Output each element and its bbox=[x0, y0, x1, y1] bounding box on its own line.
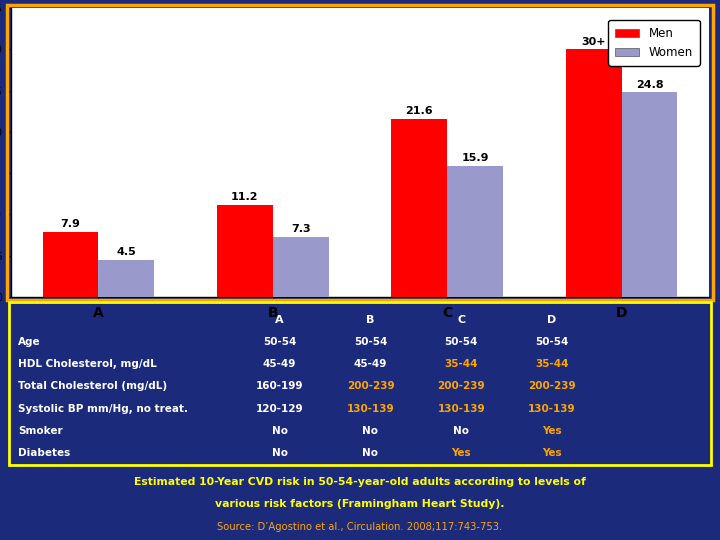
Bar bbox=[42, 232, 99, 297]
Text: C: C bbox=[457, 315, 465, 325]
Text: 50-54: 50-54 bbox=[444, 337, 478, 347]
Bar bbox=[99, 260, 154, 297]
Text: 7.3: 7.3 bbox=[291, 224, 310, 234]
Text: 4.5: 4.5 bbox=[117, 247, 136, 258]
Text: 24.8: 24.8 bbox=[636, 80, 663, 90]
Text: 15.9: 15.9 bbox=[462, 153, 489, 163]
Text: Age: Age bbox=[18, 337, 40, 347]
Bar bbox=[566, 49, 621, 297]
Text: A: A bbox=[275, 315, 284, 325]
Bar bbox=[621, 92, 678, 297]
Text: Estimated 10-Year CVD risk in 50-54-year-old adults according to levels of: Estimated 10-Year CVD risk in 50-54-year… bbox=[134, 477, 586, 487]
Text: 50-54: 50-54 bbox=[263, 337, 297, 347]
Text: 11.2: 11.2 bbox=[231, 192, 258, 202]
Text: No: No bbox=[454, 426, 469, 436]
Text: Smoker: Smoker bbox=[18, 426, 63, 436]
Text: No: No bbox=[271, 426, 288, 436]
Text: Source: D’Agostino et al., Circulation. 2008;117:743-753.: Source: D’Agostino et al., Circulation. … bbox=[217, 522, 503, 532]
Text: Systolic BP mm/Hg, no treat.: Systolic BP mm/Hg, no treat. bbox=[18, 403, 188, 414]
Text: 130-139: 130-139 bbox=[528, 403, 576, 414]
Text: Yes: Yes bbox=[542, 426, 562, 436]
Text: 120-129: 120-129 bbox=[256, 403, 304, 414]
Text: 130-139: 130-139 bbox=[346, 403, 395, 414]
Text: various risk factors (Framingham Heart Study).: various risk factors (Framingham Heart S… bbox=[215, 499, 505, 509]
Text: 21.6: 21.6 bbox=[405, 106, 433, 116]
Text: 30+: 30+ bbox=[582, 37, 606, 47]
Text: 160-199: 160-199 bbox=[256, 381, 303, 391]
Text: 130-139: 130-139 bbox=[438, 403, 485, 414]
Text: Diabetes: Diabetes bbox=[18, 448, 70, 458]
Text: No: No bbox=[271, 448, 288, 458]
Bar bbox=[217, 205, 273, 297]
Text: No: No bbox=[362, 426, 379, 436]
Text: 35-44: 35-44 bbox=[444, 359, 478, 369]
Text: Yes: Yes bbox=[451, 448, 471, 458]
Text: D: D bbox=[547, 315, 557, 325]
Legend: Men, Women: Men, Women bbox=[608, 20, 700, 66]
Text: 7.9: 7.9 bbox=[60, 219, 81, 230]
Text: 200-239: 200-239 bbox=[438, 381, 485, 391]
Text: 200-239: 200-239 bbox=[528, 381, 576, 391]
Text: 45-49: 45-49 bbox=[263, 359, 297, 369]
Text: 45-49: 45-49 bbox=[354, 359, 387, 369]
Bar bbox=[392, 119, 447, 297]
Text: 200-239: 200-239 bbox=[346, 381, 395, 391]
Text: B: B bbox=[366, 315, 374, 325]
Text: HDL Cholesterol, mg/dL: HDL Cholesterol, mg/dL bbox=[18, 359, 156, 369]
Bar bbox=[447, 166, 503, 297]
Text: 50-54: 50-54 bbox=[536, 337, 569, 347]
Text: No: No bbox=[362, 448, 379, 458]
Text: Total Cholesterol (mg/dL): Total Cholesterol (mg/dL) bbox=[18, 381, 167, 391]
Text: Yes: Yes bbox=[542, 448, 562, 458]
Text: 50-54: 50-54 bbox=[354, 337, 387, 347]
Text: 35-44: 35-44 bbox=[535, 359, 569, 369]
Bar bbox=[273, 237, 328, 297]
